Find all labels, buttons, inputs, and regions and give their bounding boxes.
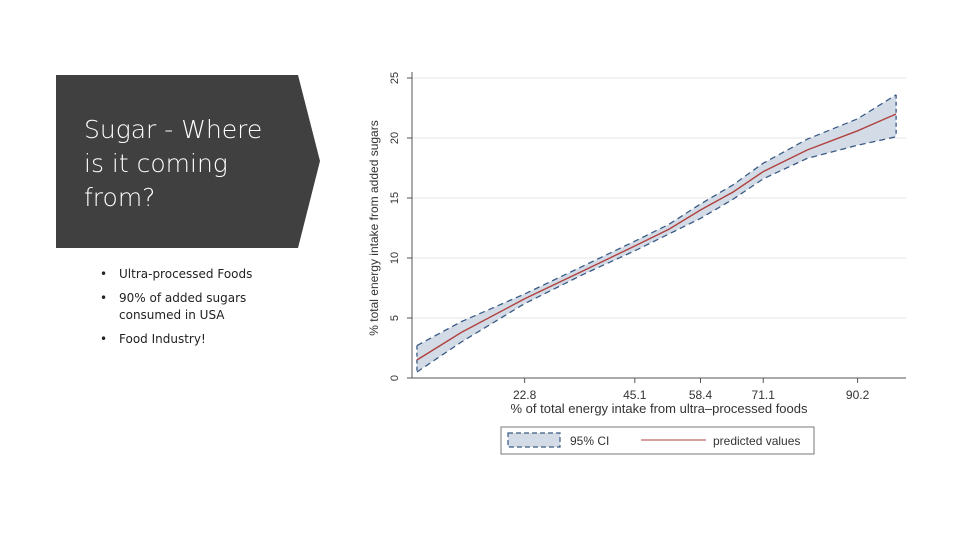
bullet-text: Food Industry! <box>119 332 206 346</box>
ci-upper-line <box>416 94 897 347</box>
legend-predicted-label: predicted values <box>713 434 800 448</box>
bullet-text: 90% of added sugars consumed in USA <box>119 291 247 322</box>
y-tick-label: 20 <box>389 132 401 144</box>
title-box-shape <box>56 75 320 248</box>
ci-band <box>416 94 897 373</box>
title-box: Sugar - Where is it coming from? <box>56 75 320 248</box>
x-tick-label: 58.4 <box>689 388 713 402</box>
chart: 0 5 10 15 20 25 22.8 45.1 58.4 71.1 90.2 % of total… <box>367 72 906 455</box>
bullet-item: • Food Industry! <box>100 331 290 348</box>
bullet-dot-icon: • <box>100 332 108 346</box>
x-tick-label: 71.1 <box>752 388 776 402</box>
legend-ci-label: 95% CI <box>570 434 609 448</box>
y-tick-label: 5 <box>389 315 401 321</box>
x-tick-label: 45.1 <box>623 388 647 402</box>
bullet-dot-icon: • <box>100 267 108 281</box>
y-tick-label: 25 <box>389 72 401 84</box>
y-axis-title: % total energy intake from added sugars <box>367 120 381 335</box>
predicted-line <box>416 113 897 361</box>
ci-lower-line <box>416 136 897 373</box>
bullet-item: • Ultra-processed Foods <box>100 266 290 283</box>
y-tick-label: 10 <box>389 252 401 264</box>
bullet-text: Ultra-processed Foods <box>119 267 253 281</box>
x-tick-label: 90.2 <box>846 388 870 402</box>
bullet-item: • 90% of added sugars consumed in USA <box>100 290 290 324</box>
legend-ci-swatch <box>507 432 561 448</box>
x-axis-title: % of total energy intake from ultra–proc… <box>511 401 808 416</box>
x-tick-label: 22.8 <box>513 388 537 402</box>
slide-title: Sugar - Where is it coming from? <box>84 115 263 212</box>
y-tick-label: 0 <box>389 375 401 381</box>
bullet-dot-icon: • <box>100 291 108 305</box>
y-tick-label: 15 <box>389 192 401 204</box>
bullet-list: • Ultra-processed Foods • 90% of added sug… <box>100 266 290 355</box>
plot-area <box>412 72 906 378</box>
